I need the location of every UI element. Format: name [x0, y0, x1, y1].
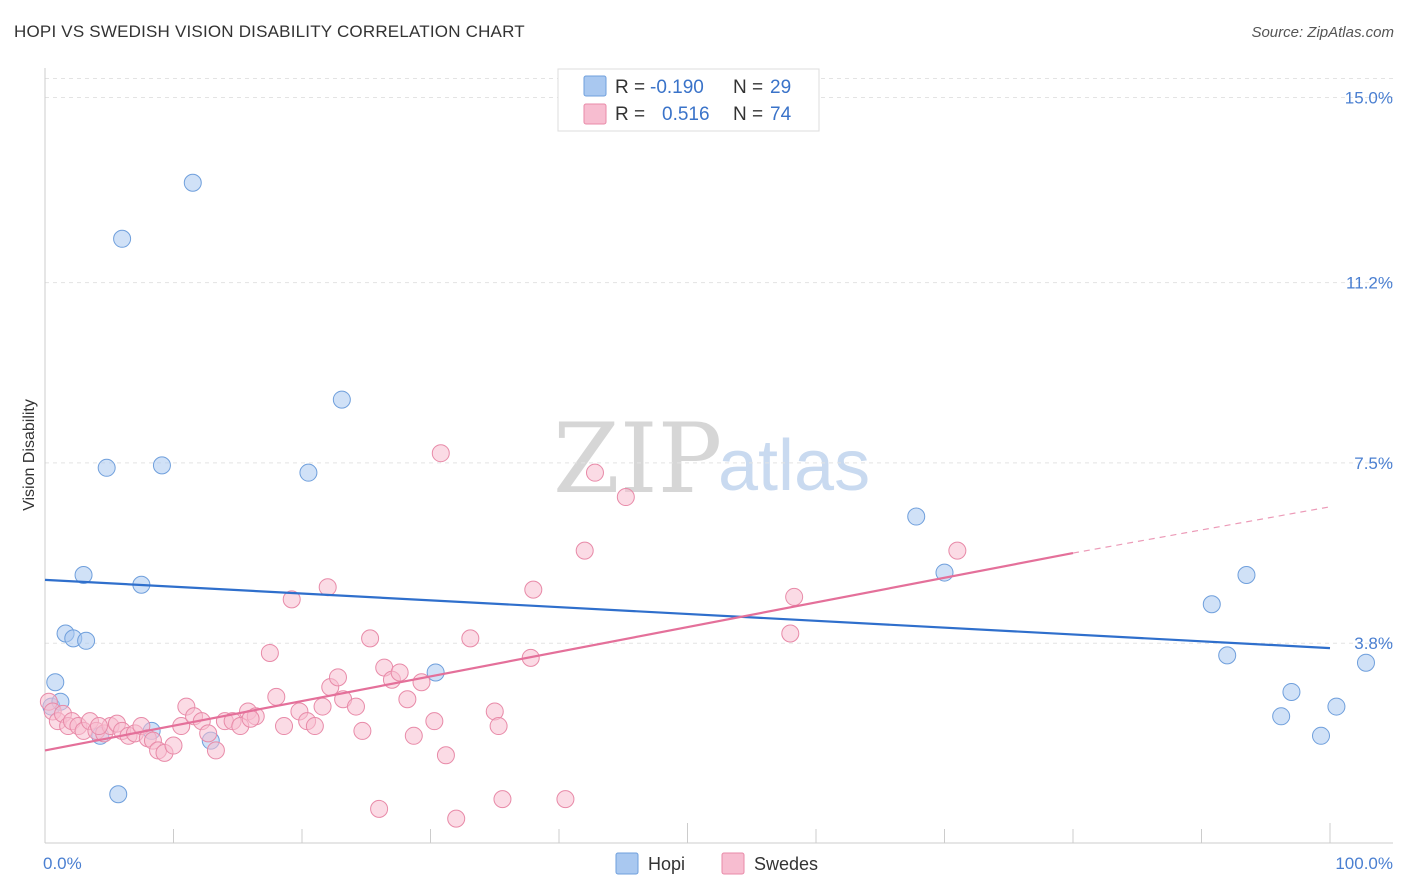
swedes-point [199, 724, 218, 743]
hopi-point [1356, 653, 1375, 672]
hopi-point [113, 229, 132, 248]
swedes-point [781, 624, 800, 643]
hopi-point [74, 566, 93, 585]
watermark-zip: ZIP [553, 403, 722, 515]
swedes-point [305, 717, 324, 736]
swedes-point [616, 488, 635, 507]
bottom-legend-swatch-hopi [615, 852, 639, 875]
hopi-trend-line [44, 578, 1331, 650]
x-tick-min: 0.0% [43, 854, 82, 873]
x-tick-max: 100.0% [1335, 854, 1393, 873]
legend-swatch-hopi [583, 75, 607, 97]
swedes-point [447, 809, 466, 828]
swedes-point [390, 663, 409, 682]
swedes-point [282, 590, 301, 609]
data-points [39, 173, 1375, 828]
swedes-point [313, 697, 332, 716]
swedes-point [489, 717, 508, 736]
swedes-point [353, 721, 372, 740]
hopi-point [907, 507, 926, 526]
swedes-trend-extension [1072, 506, 1331, 554]
swedes-point [461, 629, 480, 648]
chart-title: HOPI VS SWEDISH VISION DISABILITY CORREL… [14, 22, 525, 41]
swedes-point [398, 690, 417, 709]
source-credit: Source: ZipAtlas.com [1251, 24, 1394, 41]
hopi-point [1282, 682, 1301, 701]
legend-n-value-swedes: 74 [770, 104, 792, 125]
hopi-point [299, 463, 318, 482]
legend-r-label-swedes: R = [615, 104, 645, 125]
legend-n-value-hopi: 29 [770, 77, 791, 98]
swedes-point [404, 726, 423, 745]
hopi-point [1312, 726, 1331, 745]
grid-lines [45, 77, 1393, 644]
swedes-point [493, 790, 512, 809]
swedes-trend-line [44, 551, 1074, 752]
legend-r-value-swedes: 0.516 [662, 104, 710, 125]
y-tick-label: 15.0% [1345, 88, 1393, 107]
hopi-point [1237, 566, 1256, 585]
swedes-point [328, 668, 347, 687]
hopi-point [1327, 697, 1346, 716]
bottom-legend-swedes: Swedes [754, 854, 818, 874]
swedes-point [436, 746, 455, 765]
hopi-point [1218, 646, 1237, 665]
hopi-point [332, 390, 351, 409]
trend-lines [44, 506, 1331, 752]
swedes-point [524, 580, 543, 599]
swedes-point [431, 444, 450, 463]
swedes-point [425, 712, 444, 731]
legend-r-label-hopi: R = [615, 77, 645, 98]
swedes-point [164, 736, 183, 755]
watermark-atlas: atlas [718, 426, 870, 506]
hopi-point [46, 673, 65, 692]
hopi-point [152, 456, 171, 475]
swedes-point [318, 578, 337, 597]
hopi-point [77, 631, 96, 650]
swedes-point [575, 541, 594, 560]
y-tick-label: 3.8% [1354, 634, 1393, 653]
swedes-point [785, 587, 804, 606]
swedes-point [260, 643, 279, 662]
swedes-point [370, 799, 389, 818]
bottom-legend-hopi: Hopi [648, 854, 685, 874]
legend-r-value-hopi: -0.190 [650, 77, 704, 98]
swedes-point [346, 697, 365, 716]
swedes-point [361, 629, 380, 648]
legend-swatch-swedes [583, 103, 607, 125]
y-tick-label: 7.5% [1354, 454, 1393, 473]
swedes-point [89, 717, 108, 736]
swedes-point [275, 717, 294, 736]
swedes-point [585, 463, 604, 482]
bottom-legend-swatch-swedes [721, 852, 745, 875]
hopi-point [109, 785, 128, 804]
swedes-point [267, 687, 286, 706]
legend-n-label-hopi: N = [733, 77, 763, 98]
legend-box: R = -0.190 N = 29 R = 0.516 N = 74 [557, 68, 820, 132]
bottom-legend: Hopi Swedes [615, 852, 818, 875]
y-tick-labels: 3.8% 7.5% 11.2% 15.0% [1345, 88, 1393, 653]
swedes-point [948, 541, 967, 560]
y-axis-label: Vision Disability [21, 399, 38, 511]
hopi-point [97, 458, 116, 477]
y-tick-label: 11.2% [1346, 274, 1393, 293]
hopi-point [1272, 707, 1291, 726]
hopi-point [1202, 595, 1221, 614]
hopi-point [426, 663, 445, 682]
legend-n-label-swedes: N = [733, 104, 763, 125]
swedes-point [556, 790, 575, 809]
swedes-point [206, 741, 225, 760]
hopi-point [183, 173, 202, 192]
